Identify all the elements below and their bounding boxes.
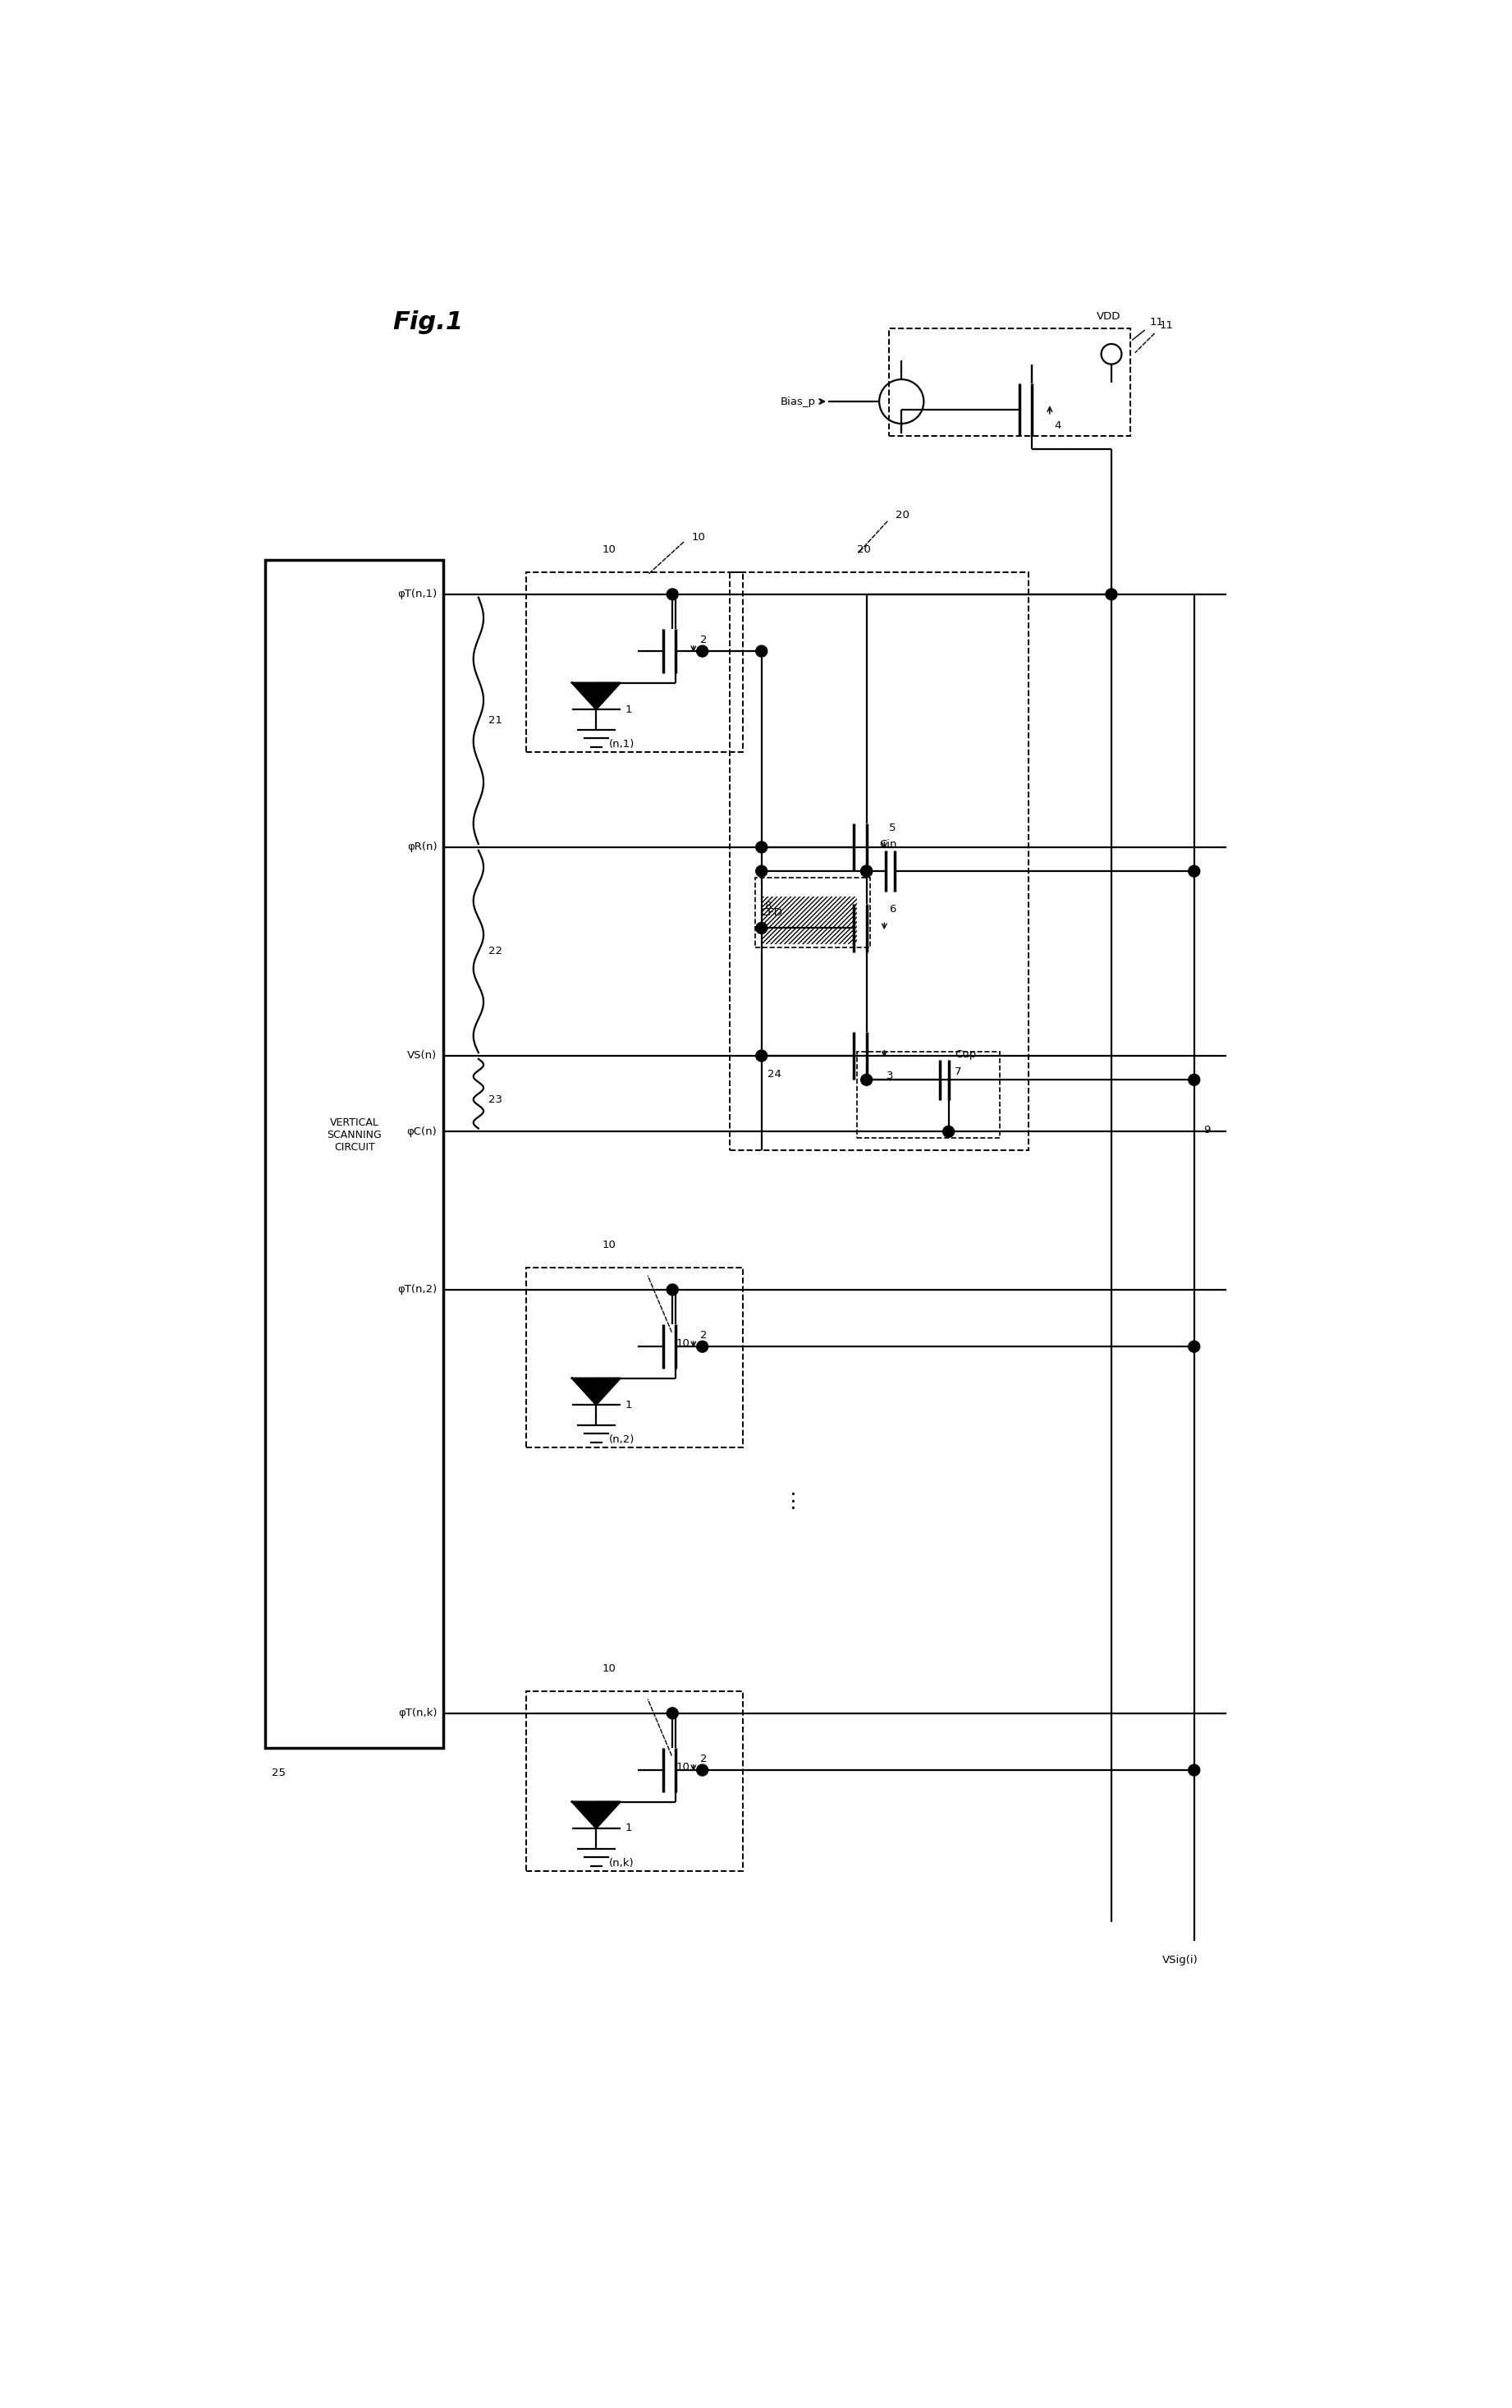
- Circle shape: [756, 864, 767, 877]
- Text: 23: 23: [488, 1096, 502, 1105]
- Text: 6: 6: [889, 903, 895, 915]
- Text: 1: 1: [624, 1399, 632, 1411]
- Bar: [730, 573, 1028, 1151]
- Text: 11: 11: [1160, 320, 1173, 330]
- Text: Cin: Cin: [880, 840, 897, 850]
- Circle shape: [697, 645, 708, 657]
- Circle shape: [860, 1074, 872, 1086]
- Circle shape: [697, 1341, 708, 1353]
- Text: φT(n,k): φT(n,k): [398, 1707, 437, 1719]
- Text: (n,k): (n,k): [609, 1857, 634, 1869]
- Circle shape: [1188, 1341, 1201, 1353]
- Circle shape: [1188, 1765, 1201, 1775]
- Text: VERTICAL
SCANNING
CIRCUIT: VERTICAL SCANNING CIRCUIT: [327, 1117, 383, 1153]
- Circle shape: [697, 1765, 708, 1775]
- Text: 8: 8: [765, 901, 771, 910]
- Circle shape: [756, 922, 767, 934]
- Circle shape: [943, 1127, 954, 1137]
- Text: 20: 20: [895, 510, 909, 520]
- Bar: [762, 896, 857, 944]
- Bar: [526, 1267, 742, 1447]
- Text: 7: 7: [956, 1067, 962, 1076]
- Bar: [526, 573, 742, 751]
- Text: 10: 10: [676, 1339, 689, 1348]
- Text: CFD: CFD: [761, 908, 782, 917]
- Bar: [526, 1690, 742, 1871]
- Text: ⋮: ⋮: [783, 1491, 803, 1512]
- Text: VDD: VDD: [1096, 311, 1120, 323]
- Circle shape: [667, 1707, 679, 1719]
- Text: 5: 5: [889, 824, 895, 833]
- Text: Fig.1: Fig.1: [393, 311, 463, 335]
- Text: φR(n): φR(n): [407, 843, 437, 852]
- Text: 3: 3: [888, 1072, 894, 1081]
- Text: 20: 20: [857, 544, 871, 556]
- Circle shape: [667, 1283, 679, 1296]
- Circle shape: [1188, 864, 1201, 877]
- Text: 22: 22: [488, 946, 502, 956]
- Text: 10: 10: [602, 1664, 617, 1674]
- Bar: [265, 559, 443, 1748]
- Text: Bias_p: Bias_p: [780, 397, 815, 407]
- Text: 24: 24: [768, 1069, 782, 1079]
- Text: 2: 2: [700, 1753, 706, 1765]
- Text: 2: 2: [700, 633, 706, 645]
- Text: 2: 2: [700, 1329, 706, 1341]
- Text: (n,1): (n,1): [609, 739, 635, 749]
- Text: 11: 11: [1149, 318, 1164, 327]
- Circle shape: [756, 645, 767, 657]
- Text: 10: 10: [676, 1763, 689, 1772]
- Text: 9: 9: [1204, 1125, 1211, 1137]
- Bar: [857, 1052, 999, 1139]
- Text: 10: 10: [691, 532, 706, 542]
- Bar: [889, 330, 1131, 436]
- Text: 1: 1: [624, 1823, 632, 1832]
- Text: 21: 21: [488, 715, 502, 727]
- Circle shape: [860, 864, 872, 877]
- Text: (n,2): (n,2): [609, 1435, 635, 1445]
- Circle shape: [860, 864, 872, 877]
- Text: 10: 10: [602, 1240, 617, 1250]
- Circle shape: [1188, 1074, 1201, 1086]
- Polygon shape: [572, 684, 620, 710]
- Text: 1: 1: [624, 703, 632, 715]
- Text: 10: 10: [602, 544, 617, 556]
- Text: φT(n,1): φT(n,1): [398, 590, 437, 600]
- Circle shape: [756, 840, 767, 852]
- Text: 25: 25: [272, 1767, 286, 1780]
- Text: 4: 4: [1054, 419, 1061, 431]
- Circle shape: [1105, 588, 1117, 600]
- Text: Cup: Cup: [956, 1050, 977, 1060]
- Bar: [754, 877, 869, 946]
- Circle shape: [756, 1050, 767, 1062]
- Text: VS(n): VS(n): [407, 1050, 437, 1062]
- Text: VSig(i): VSig(i): [1163, 1955, 1198, 1965]
- Circle shape: [667, 588, 679, 600]
- Polygon shape: [572, 1377, 620, 1404]
- Text: φT(n,2): φT(n,2): [398, 1283, 437, 1296]
- Polygon shape: [572, 1801, 620, 1828]
- Text: φC(n): φC(n): [407, 1127, 437, 1137]
